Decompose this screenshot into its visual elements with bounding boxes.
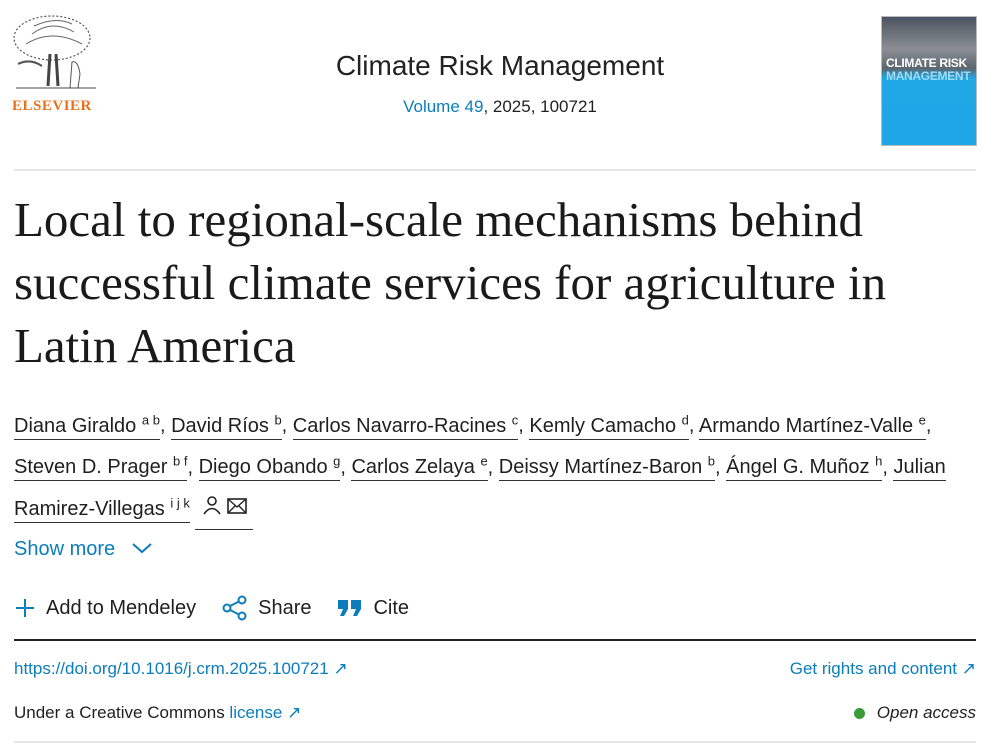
affiliation-sup[interactable]: g bbox=[333, 453, 341, 469]
affiliation-sup[interactable]: b bbox=[274, 412, 282, 427]
citation-info: Volume 49, 2025, 100721 bbox=[0, 97, 1000, 117]
elsevier-tree-icon bbox=[13, 15, 96, 89]
author-link[interactable]: David Ríos b bbox=[171, 412, 282, 440]
volume-link[interactable]: Volume 49 bbox=[403, 97, 484, 116]
author-link[interactable]: Ángel G. Muñoz h bbox=[726, 453, 883, 482]
show-more-button[interactable]: Show more bbox=[14, 538, 153, 561]
author-link[interactable]: Armando Martínez-Valle e bbox=[698, 412, 926, 440]
license-link[interactable]: license ↗ bbox=[229, 703, 302, 722]
affiliation-sup[interactable]: e bbox=[480, 453, 488, 469]
affiliation-sup[interactable]: e bbox=[918, 412, 926, 427]
author-link[interactable]: Carlos Zelaya e bbox=[351, 453, 488, 482]
person-icon bbox=[202, 496, 221, 515]
share-label[interactable]: Share bbox=[258, 596, 312, 619]
author-link[interactable]: Carlos Navarro-Racines c bbox=[292, 412, 519, 440]
journal-cover[interactable]: CLIMATE RISK MANAGEMENT bbox=[881, 16, 977, 146]
envelope-icon bbox=[227, 498, 248, 514]
author-link[interactable]: Steven D. Prager b f bbox=[14, 453, 188, 482]
author-link[interactable]: Diego Obando g bbox=[198, 453, 341, 482]
article-title: Local to regional-scale mechanisms behin… bbox=[14, 192, 887, 373]
plus-icon bbox=[16, 599, 34, 617]
open-access-dot-icon bbox=[853, 707, 865, 719]
show-more-label[interactable]: Show more bbox=[14, 538, 116, 560]
chevron-down-icon bbox=[132, 543, 152, 554]
add-to-mendeley-button[interactable]: Add to Mendeley bbox=[14, 597, 196, 620]
mendeley-label[interactable]: Add to Mendeley bbox=[46, 596, 197, 619]
author-list: Diana Giraldo a b, David Ríos b, Carlos … bbox=[14, 402, 984, 530]
doi-row: https://doi.org/10.1016/j.crm.2025.10072… bbox=[14, 659, 976, 679]
article-actions: Add to Mendeley Share Cite bbox=[14, 595, 409, 621]
cite-label[interactable]: Cite bbox=[373, 596, 410, 619]
doi-link[interactable]: https://doi.org/10.1016/j.crm.2025.10072… bbox=[14, 659, 348, 678]
journal-title[interactable]: Climate Risk Management bbox=[0, 50, 1000, 82]
share-button[interactable]: Share bbox=[222, 595, 311, 621]
divider bbox=[14, 169, 976, 171]
cover-title: CLIMATE RISK MANAGEMENT bbox=[886, 56, 971, 83]
author-name[interactable]: Carlos Zelaya bbox=[351, 456, 475, 479]
divider bbox=[14, 639, 976, 641]
author-name[interactable]: Diego Obando bbox=[198, 456, 328, 479]
author-name[interactable]: Ángel G. Muñoz bbox=[726, 456, 870, 479]
affiliation-sup[interactable]: b bbox=[707, 453, 715, 469]
author-link[interactable]: Diana Giraldo a b bbox=[14, 412, 160, 440]
author-link[interactable]: Kemly Camacho d bbox=[529, 412, 689, 440]
journal-title-text[interactable]: Climate Risk Management bbox=[335, 50, 665, 81]
author-name[interactable]: Carlos Navarro-Racines bbox=[292, 414, 507, 437]
affiliation-sup[interactable]: d bbox=[681, 412, 689, 427]
author-name[interactable]: Kemly Camacho bbox=[529, 414, 677, 437]
author-name[interactable]: David Ríos bbox=[171, 414, 269, 437]
license-row: Under a Creative Commons license ↗ Open … bbox=[14, 703, 976, 723]
citation-rest: , 2025, 100721 bbox=[483, 97, 597, 116]
affiliation-sup[interactable]: c bbox=[511, 412, 519, 427]
rights-link[interactable]: Get rights and content ↗ bbox=[789, 659, 976, 678]
publisher-name: ELSEVIER bbox=[12, 98, 92, 114]
affiliation-sup[interactable]: h bbox=[875, 453, 883, 469]
license-text: Under a Creative Commons license ↗ bbox=[14, 703, 302, 722]
elsevier-logo[interactable]: ELSEVIER bbox=[12, 14, 100, 115]
author-name[interactable]: Deissy Martínez-Baron bbox=[498, 456, 703, 479]
author-link[interactable]: Deissy Martínez-Baron b bbox=[498, 453, 715, 482]
corresponding-author-icons[interactable] bbox=[195, 491, 254, 530]
cite-button[interactable]: Cite bbox=[337, 597, 409, 620]
affiliation-sup[interactable]: i j k bbox=[170, 495, 190, 511]
author-name[interactable]: Julian Ramirez-Villegas bbox=[14, 456, 946, 520]
author-link[interactable]: Julian Ramirez-Villegas i j k bbox=[14, 456, 946, 523]
open-access-badge: Open access bbox=[853, 703, 976, 723]
author-name[interactable]: Armando Martínez-Valle bbox=[698, 414, 914, 437]
affiliation-sup[interactable]: a b bbox=[141, 412, 160, 427]
divider bbox=[14, 741, 976, 743]
affiliation-sup[interactable]: b f bbox=[172, 453, 188, 469]
share-icon bbox=[222, 595, 247, 621]
quote-icon bbox=[338, 600, 362, 616]
author-name[interactable]: Diana Giraldo bbox=[14, 414, 137, 437]
author-name[interactable]: Steven D. Prager bbox=[14, 456, 168, 479]
